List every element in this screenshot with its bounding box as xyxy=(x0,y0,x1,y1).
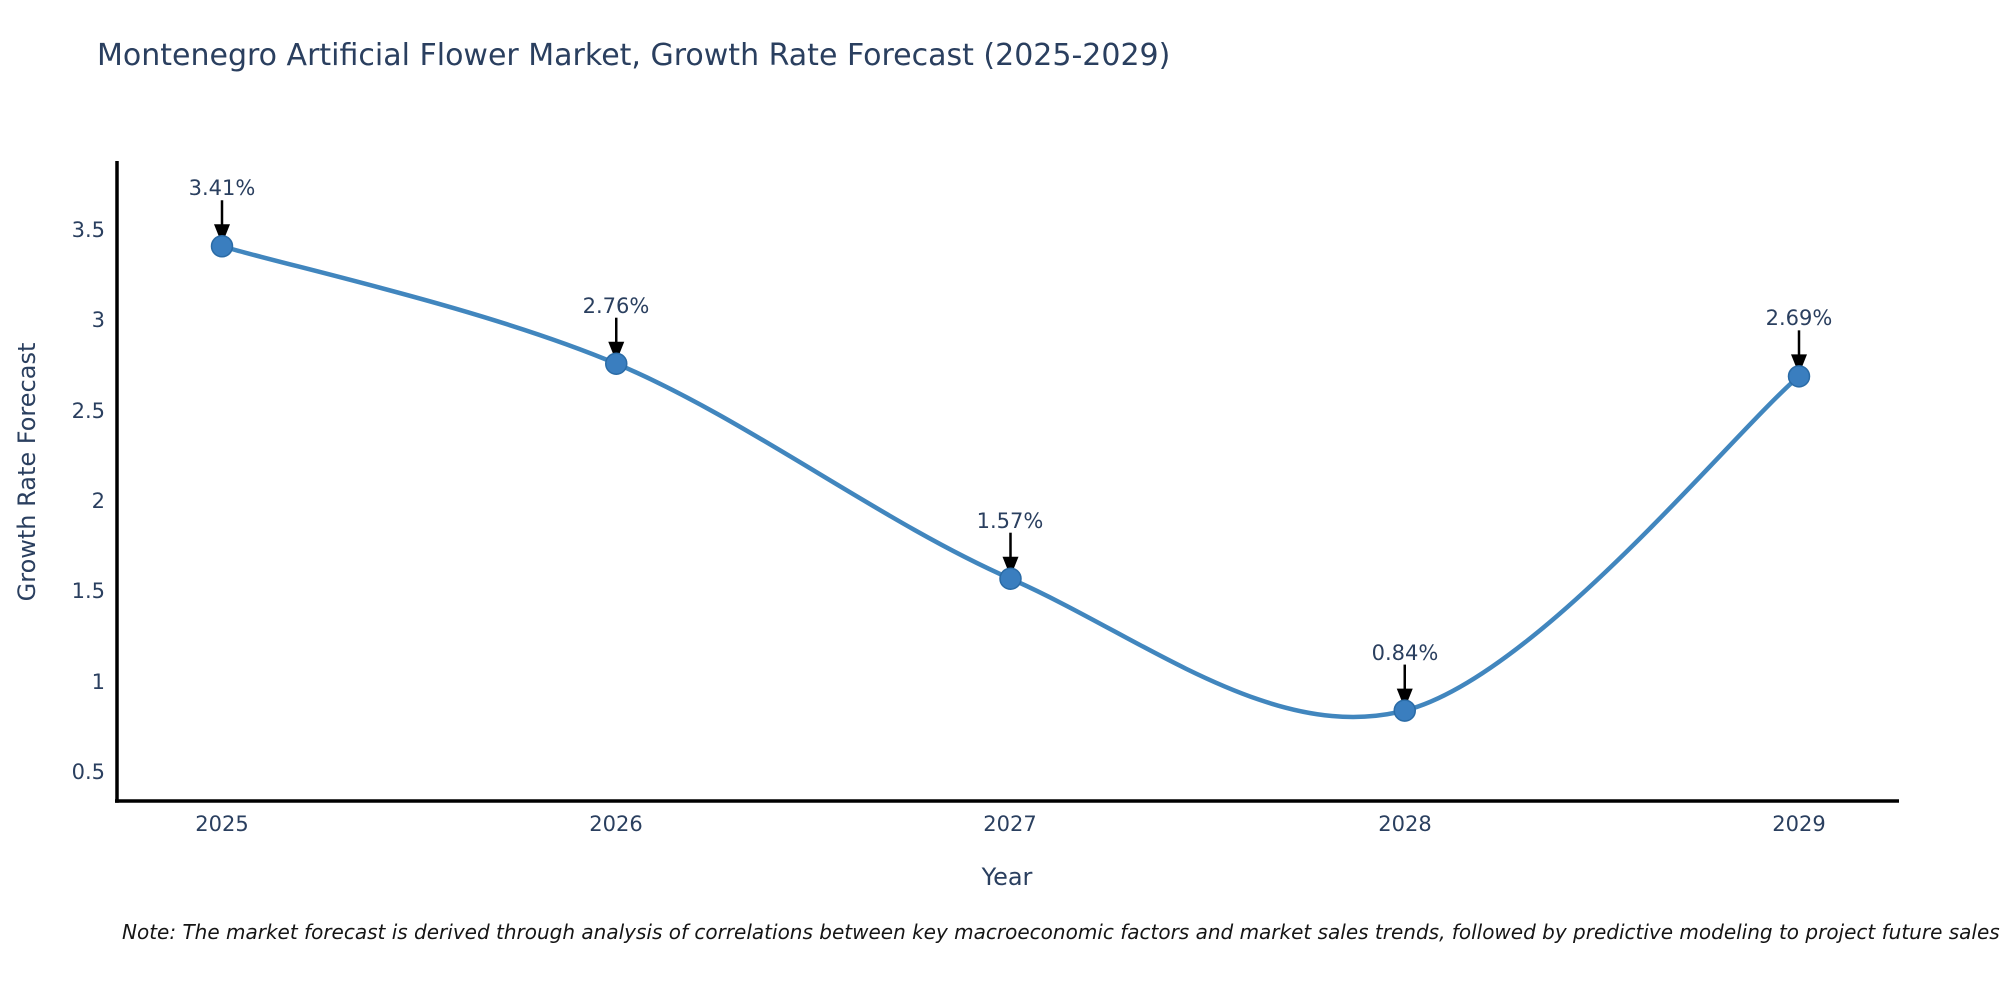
data-label: 3.41% xyxy=(188,176,256,200)
data-point-marker xyxy=(210,235,234,258)
annotation-arrowhead xyxy=(1396,688,1413,709)
y-tick-label: 1 xyxy=(91,670,105,694)
x-tick-label: 2029 xyxy=(1772,812,1826,836)
data-point-marker xyxy=(999,567,1022,590)
annotation-arrowhead xyxy=(1002,556,1019,577)
x-tick-label: 2026 xyxy=(589,812,643,836)
y-tick-label: 2 xyxy=(91,489,105,513)
x-axis-title: Year xyxy=(981,863,1033,891)
x-tick-label: 2025 xyxy=(195,812,249,836)
data-label: 2.76% xyxy=(582,294,650,318)
data-label: 1.57% xyxy=(976,509,1044,533)
y-tick-label: 2.5 xyxy=(71,399,105,423)
footnote: Note: The market forecast is derived thr… xyxy=(122,920,2000,944)
data-point-marker xyxy=(605,352,628,375)
annotation-arrowhead xyxy=(608,341,625,362)
forecast-line xyxy=(219,244,1802,720)
data-point-marker xyxy=(1393,699,1416,722)
y-tick-label: 0.5 xyxy=(71,760,105,784)
annotation-arrowhead xyxy=(1791,354,1807,375)
data-label: 0.84% xyxy=(1371,641,1439,665)
chart-title: Montenegro Artificial Flower Market, Gro… xyxy=(97,38,1171,73)
x-tick-label: 2027 xyxy=(983,812,1037,836)
data-point-marker xyxy=(1787,365,1811,388)
x-tick-label: 2028 xyxy=(1378,812,1432,836)
data-label: 2.69% xyxy=(1765,306,1833,330)
y-tick-label: 1.5 xyxy=(71,579,105,603)
y-tick-label: 3 xyxy=(91,308,105,332)
y-axis-title: Growth Rate Forecast xyxy=(13,342,41,602)
annotation-arrowhead xyxy=(214,224,230,245)
y-tick-label: 3.5 xyxy=(71,218,105,242)
